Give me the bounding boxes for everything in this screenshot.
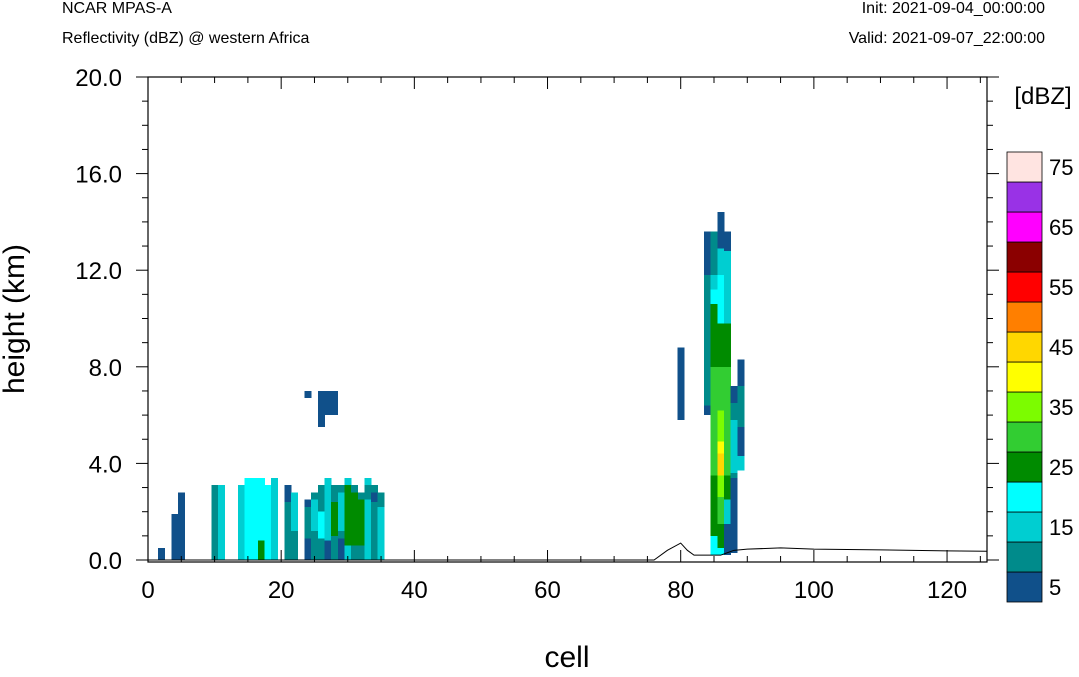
reflectivity-cell xyxy=(324,477,332,560)
model-title: NCAR MPAS-A xyxy=(62,0,172,17)
colorbar-tick-label: 55 xyxy=(1049,275,1073,300)
colorbar-swatch xyxy=(1006,241,1043,273)
colorbar-tick-label: 65 xyxy=(1049,215,1073,240)
colorbar-swatch xyxy=(1006,391,1043,423)
x-tick-label: 0 xyxy=(141,577,154,604)
reflectivity-cell xyxy=(357,499,365,546)
colorbar-swatch xyxy=(1006,541,1043,573)
reflectivity-cell xyxy=(337,538,345,560)
x-tick-label: 20 xyxy=(268,577,295,604)
reflectivity-cells xyxy=(157,212,745,560)
reflectivity-cell xyxy=(284,485,292,503)
reflectivity-cell xyxy=(730,419,738,474)
y-tick-label: 12.0 xyxy=(75,258,122,285)
reflectivity-cell xyxy=(377,492,385,560)
reflectivity-cell xyxy=(377,492,385,507)
x-axis-label: cell xyxy=(544,641,589,674)
axes: 0 20 40 60 80 100 120 0.0 4.0 8.0 12.0 16.0 20.0 xyxy=(75,65,999,604)
reflectivity-cell xyxy=(317,511,325,539)
colorbar-tick-label: 45 xyxy=(1049,335,1073,360)
reflectivity-cell xyxy=(171,514,179,560)
reflectivity-cell xyxy=(237,485,245,560)
colorbar-swatch xyxy=(1006,511,1043,543)
colorbar-tick-label: 5 xyxy=(1049,575,1061,600)
colorbar-swatch xyxy=(1006,151,1043,183)
plot-frame xyxy=(147,76,988,563)
reflectivity-cell xyxy=(291,492,299,532)
reflectivity-cell xyxy=(331,502,339,536)
reflectivity-cell xyxy=(371,485,379,560)
x-tick-label: 100 xyxy=(794,577,834,604)
colorbar-swatch xyxy=(1006,451,1043,483)
reflectivity-cell xyxy=(704,275,711,406)
reflectivity-cell xyxy=(737,456,745,471)
reflectivity-cell xyxy=(157,547,165,560)
init-time: Init: 2021-09-04_00:00:00 xyxy=(861,0,1045,17)
reflectivity-cell xyxy=(737,386,745,428)
reflectivity-cell xyxy=(351,492,359,546)
reflectivity-cell xyxy=(257,477,265,560)
colorbar-swatch xyxy=(1006,481,1043,513)
reflectivity-cell xyxy=(723,366,731,476)
colorbar-tick-label: 35 xyxy=(1049,395,1073,420)
reflectivity-cell xyxy=(284,485,292,560)
terrain-outline xyxy=(148,542,988,561)
reflectivity-cell xyxy=(677,347,685,420)
colorbar-swatch xyxy=(1006,421,1043,453)
reflectivity-cell xyxy=(304,390,312,399)
reflectivity-cell xyxy=(324,390,332,416)
reflectivity-cell xyxy=(244,477,252,560)
reflectivity-cell xyxy=(324,540,332,560)
x-tick-label: 60 xyxy=(534,577,561,604)
colorbar-swatch xyxy=(1006,331,1043,363)
valid-time: Valid: 2021-09-07_22:00:00 xyxy=(848,30,1045,47)
colorbar-swatch xyxy=(1006,571,1043,603)
reflectivity-cell xyxy=(344,485,352,546)
x-tick-label: 120 xyxy=(927,577,967,604)
reflectivity-cell xyxy=(257,540,265,560)
plot-border xyxy=(147,76,988,563)
colorbar-swatch xyxy=(1006,271,1043,303)
colorbar-swatch xyxy=(1006,211,1043,243)
reflectivity-cell xyxy=(331,390,339,416)
y-tick-label: 20.0 xyxy=(75,65,122,92)
reflectivity-cell xyxy=(364,477,372,560)
colorbar-tick-label: 15 xyxy=(1049,515,1073,540)
reflectivity-cell xyxy=(177,492,185,560)
reflectivity-cell xyxy=(371,492,379,503)
y-tick-label: 4.0 xyxy=(89,451,122,478)
field-subtitle: Reflectivity (dBZ) @ western Africa xyxy=(62,30,310,47)
reflectivity-cell xyxy=(317,390,325,428)
reflectivity-cell xyxy=(364,485,372,500)
reflectivity-cell xyxy=(337,492,345,532)
colorbar: 5 15 25 35 45 55 65 75 xyxy=(1006,151,1073,603)
terrain-line xyxy=(148,542,988,561)
colorbar-tick-label: 75 xyxy=(1049,155,1073,180)
reflectivity-cell xyxy=(304,506,312,539)
reflectivity-cell xyxy=(710,366,718,476)
reflectivity-cell xyxy=(311,499,319,532)
colorbar-tick-label: 25 xyxy=(1049,455,1073,480)
y-tick-label: 8.0 xyxy=(89,355,122,382)
reflectivity-cell xyxy=(264,485,272,560)
y-tick-label: 16.0 xyxy=(75,162,122,189)
x-tick-label: 40 xyxy=(401,577,428,604)
reflectivity-cell xyxy=(251,477,259,560)
colorbar-swatch xyxy=(1006,361,1043,393)
colorbar-unit-label: [dBZ] xyxy=(1014,83,1071,110)
x-tick-label: 80 xyxy=(667,577,694,604)
y-tick-label: 0.0 xyxy=(89,548,122,575)
reflectivity-cell xyxy=(717,453,725,476)
reflectivity-cell xyxy=(217,485,225,560)
reflectivity-cell xyxy=(271,477,279,560)
reflectivity-cell xyxy=(211,485,219,560)
y-axis-label: height (km) xyxy=(0,244,31,394)
colorbar-swatch xyxy=(1006,181,1043,213)
colorbar-swatch xyxy=(1006,301,1043,333)
